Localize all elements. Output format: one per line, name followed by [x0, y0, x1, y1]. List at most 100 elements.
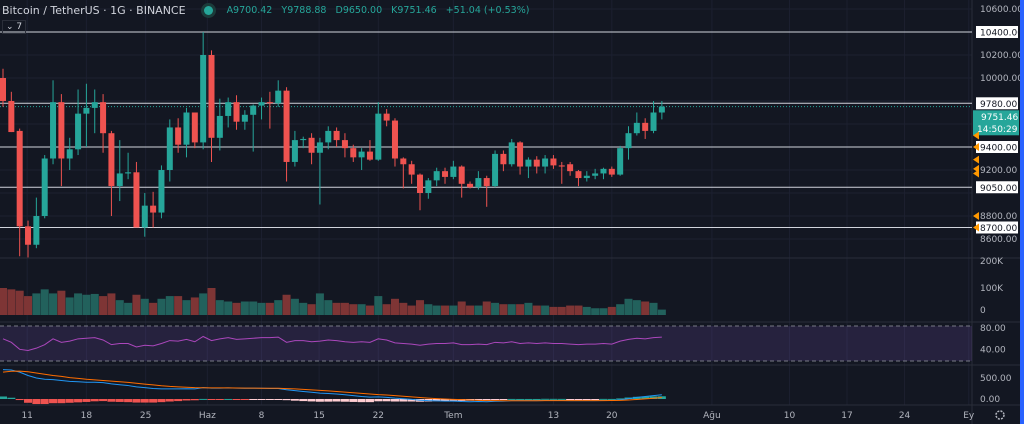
volume-bar — [349, 304, 358, 315]
macd-histogram-bar — [499, 399, 508, 400]
volume-bar — [240, 301, 249, 315]
volume-bar — [357, 304, 366, 315]
close-value: K9751.46 — [391, 5, 437, 16]
settings-gear-icon[interactable] — [995, 410, 1005, 420]
candle-body — [517, 142, 524, 167]
volume-bar — [57, 290, 66, 315]
horizontal-line-label: 9780.00 — [980, 100, 1017, 110]
price-tick-label: 8800.00 — [980, 212, 1017, 222]
time-axis-label: 25 — [140, 411, 151, 421]
macd-line — [2, 369, 662, 403]
alert-marker-icon[interactable] — [973, 212, 979, 220]
candle-body — [108, 133, 115, 187]
macd-histogram-bar — [374, 399, 383, 402]
volume-bar — [532, 305, 541, 315]
volume-bar — [7, 289, 16, 315]
time-axis-label: Tem — [443, 411, 462, 421]
horizontal-line-label-box — [976, 141, 1018, 153]
macd-tick-label: 500.00 — [980, 374, 1012, 384]
macd-histogram-bar — [365, 399, 374, 403]
macd-histogram-bar — [182, 399, 191, 401]
volume-tick-label: 0 — [980, 306, 986, 316]
macd-histogram-bar — [649, 396, 658, 399]
volume-bar — [257, 302, 266, 315]
volume-bar — [0, 288, 7, 315]
time-axis-label: 15 — [313, 411, 324, 421]
candle-body — [375, 113, 382, 160]
volume-bar — [215, 300, 224, 315]
macd-signal-line — [2, 370, 662, 402]
volume-bar — [516, 304, 525, 315]
candle-body — [391, 120, 398, 159]
macd-histogram-bar — [232, 399, 241, 400]
macd-histogram-bar — [507, 398, 516, 400]
alert-marker-icon[interactable] — [973, 143, 979, 151]
candle-body — [158, 170, 165, 213]
indicators-collapse-button[interactable]: ⌄ 7 — [2, 20, 27, 34]
volume-bar — [382, 304, 391, 315]
macd-histogram-bar — [474, 399, 483, 401]
volume-bar — [624, 298, 633, 315]
candle-body — [650, 112, 657, 131]
candle-body — [0, 78, 6, 101]
candle-body — [58, 102, 65, 159]
candle-body — [283, 90, 290, 162]
macd-histogram-bar — [340, 399, 349, 402]
volume-bar — [132, 294, 141, 315]
volume-bar — [190, 297, 199, 315]
alert-marker-icon[interactable] — [973, 155, 979, 164]
volume-bar — [99, 296, 108, 315]
macd-histogram-bar — [15, 399, 24, 401]
volume-bar — [24, 296, 33, 315]
volume-bar — [157, 298, 166, 315]
candle-body — [533, 159, 540, 167]
macd-histogram-bar — [491, 399, 500, 400]
time-axis-label: 17 — [841, 411, 852, 421]
candle-body — [233, 102, 240, 122]
macd-histogram-bar — [307, 399, 316, 402]
rsi-tick-label: 80.00 — [980, 324, 1006, 334]
candle-body — [508, 142, 515, 165]
horizontal-line-label: 10400.00 — [980, 29, 1023, 39]
volume-bar — [282, 294, 291, 315]
ohlc-values: A9700.42 Y9788.88 D9650.00 K9751.46 +51.… — [227, 5, 536, 16]
volume-bar — [265, 302, 274, 315]
volume-bar — [632, 300, 641, 315]
macd-histogram-bar — [40, 399, 49, 405]
last-price-label-box — [973, 110, 1019, 136]
alert-marker-icon[interactable] — [973, 169, 979, 178]
volume-bar — [365, 305, 374, 315]
volume-bar — [482, 301, 491, 315]
macd-histogram-bar — [215, 399, 224, 400]
volume-bar — [324, 300, 333, 315]
volume-bar — [182, 300, 191, 315]
volume-bar — [399, 302, 408, 315]
volume-bar — [574, 305, 583, 315]
candle-body — [133, 172, 140, 228]
horizontal-line-label-box — [976, 97, 1018, 110]
volume-bar — [224, 301, 233, 315]
macd-histogram-bar — [532, 398, 541, 400]
candle-body — [625, 133, 632, 149]
time-axis-label: 24 — [899, 411, 911, 421]
right-edge-scrollbar[interactable] — [1020, 0, 1024, 424]
alert-marker-icon[interactable] — [973, 223, 979, 232]
candle-body — [567, 164, 574, 172]
macd-histogram-bar — [299, 399, 308, 402]
candle-body — [75, 113, 82, 150]
candle-body — [475, 178, 482, 188]
macd-histogram-bar — [24, 399, 33, 403]
macd-histogram-bar — [516, 398, 525, 400]
volume-bar — [90, 293, 99, 315]
volume-bar — [82, 294, 91, 315]
macd-histogram-bar — [482, 399, 491, 401]
alert-marker-icon[interactable] — [973, 131, 979, 140]
symbol-title[interactable]: Bitcoin / TetherUS · 1G · BINANCE — [2, 4, 186, 17]
volume-bar — [441, 305, 450, 315]
macd-histogram-bar — [632, 396, 641, 399]
candle-body — [467, 183, 474, 188]
volume-bar — [599, 308, 608, 315]
macd-histogram-bar — [0, 396, 7, 399]
macd-histogram-bar — [49, 399, 58, 404]
